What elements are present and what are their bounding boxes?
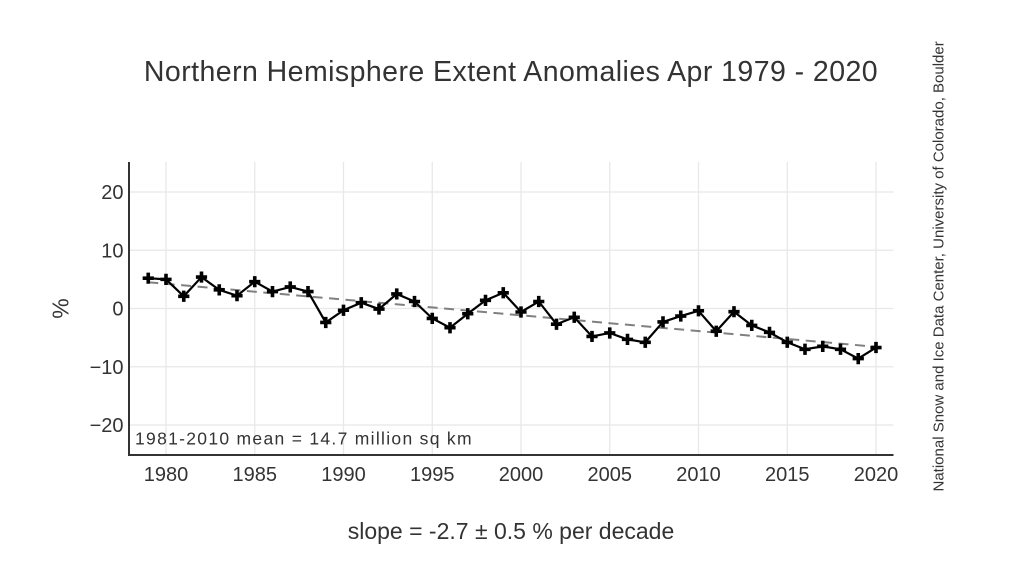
- svg-text:1995: 1995: [410, 464, 455, 486]
- svg-text:−10: −10: [90, 357, 124, 379]
- svg-text:1985: 1985: [233, 464, 278, 486]
- svg-text:20: 20: [101, 182, 123, 204]
- svg-text:Northern Hemisphere Extent Ano: Northern Hemisphere Extent Anomalies Apr…: [144, 56, 878, 88]
- svg-text:1990: 1990: [321, 464, 366, 486]
- svg-text:slope = -2.7 ± 0.5 % per decad: slope = -2.7 ± 0.5 % per decade: [348, 518, 675, 544]
- svg-text:1981-2010 mean = 14.7 million: 1981-2010 mean = 14.7 million sq km: [135, 429, 473, 449]
- svg-text:%: %: [48, 298, 74, 318]
- svg-text:1980: 1980: [144, 464, 189, 486]
- svg-text:10: 10: [101, 240, 123, 262]
- svg-text:0: 0: [112, 299, 123, 321]
- svg-text:2005: 2005: [588, 464, 633, 486]
- svg-text:2010: 2010: [676, 464, 721, 486]
- svg-text:2015: 2015: [765, 464, 810, 486]
- svg-text:2000: 2000: [499, 464, 544, 486]
- svg-text:2020: 2020: [854, 464, 899, 486]
- svg-text:National Snow and Ice Data Cen: National Snow and Ice Data Center, Unive…: [931, 41, 948, 491]
- svg-text:−20: −20: [90, 415, 124, 437]
